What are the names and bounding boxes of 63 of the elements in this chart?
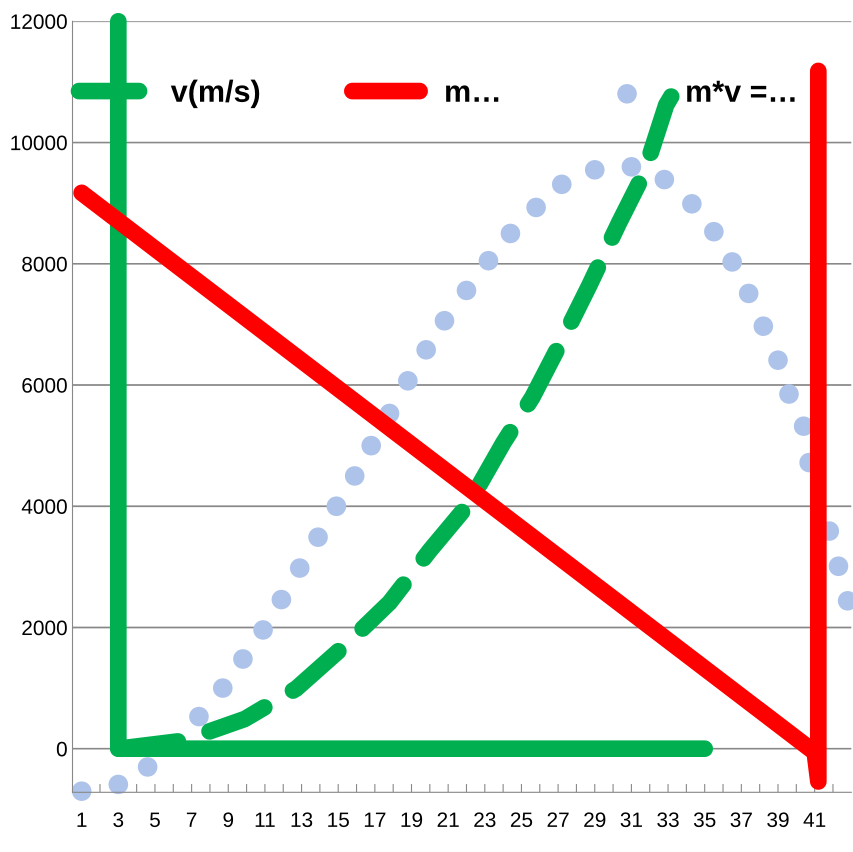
x-tick-label: 33 (657, 812, 679, 828)
x-tick-label: 23 (474, 812, 496, 828)
point (828, 556, 848, 576)
point (189, 706, 209, 726)
legend-label: m*v =… (687, 80, 795, 102)
point (308, 527, 328, 547)
x-tick-label: 31 (620, 812, 642, 828)
point (212, 678, 233, 698)
point (500, 224, 520, 244)
point (738, 284, 758, 304)
x-tick-label: 11 (256, 812, 275, 827)
x-tick-label: 21 (438, 812, 459, 827)
x-tick-label: 15 (328, 812, 349, 828)
point (326, 496, 346, 516)
x-tick-label: 39 (767, 812, 789, 828)
legend-label: m… (446, 85, 498, 102)
point (434, 310, 454, 331)
point (108, 774, 128, 794)
point (344, 466, 365, 486)
x-tick-label: 5 (150, 812, 160, 828)
x-tick-label: 3 (113, 812, 124, 828)
point (416, 340, 436, 360)
point (754, 316, 774, 336)
point (722, 252, 742, 272)
x-tick-label: 35 (694, 812, 716, 828)
y-tick-label: 8000 (22, 256, 67, 272)
x-tick-label: 9 (223, 812, 234, 828)
x-tick-label: 29 (584, 812, 606, 828)
point (233, 649, 253, 669)
x-tick-label: 13 (292, 812, 312, 828)
y-tick-label: 4000 (22, 499, 67, 514)
point (526, 198, 546, 218)
point (704, 222, 724, 242)
x-tick-label: 41 (804, 812, 826, 827)
point (253, 620, 273, 640)
point (779, 384, 799, 404)
x-tick-label: 27 (548, 812, 569, 827)
point (138, 757, 158, 777)
y-tick-label: 10000 (11, 136, 67, 150)
point (361, 436, 382, 456)
y-tick-label: 2000 (22, 620, 67, 636)
x-tick-label: 7 (186, 812, 196, 827)
point (398, 370, 418, 391)
point (456, 280, 476, 300)
point (654, 170, 674, 190)
point (272, 590, 292, 610)
point (622, 156, 642, 177)
x-tick-label: 1 (77, 812, 86, 827)
x-tick-label: 37 (730, 812, 752, 828)
point (478, 250, 498, 271)
x-tick-label: 25 (510, 812, 532, 828)
x-tick-label: 17 (364, 812, 386, 827)
point (768, 350, 788, 370)
x-tick-label: 19 (402, 812, 422, 828)
y-tick-label: 12000 (11, 14, 67, 30)
y-tick-label: 6000 (22, 378, 67, 393)
point (290, 558, 310, 578)
legend-label: v(m/s) (170, 80, 260, 108)
point (72, 781, 92, 801)
point (552, 174, 572, 194)
point (682, 194, 702, 214)
point (584, 160, 605, 180)
y-tick-label: 0 (56, 742, 67, 756)
